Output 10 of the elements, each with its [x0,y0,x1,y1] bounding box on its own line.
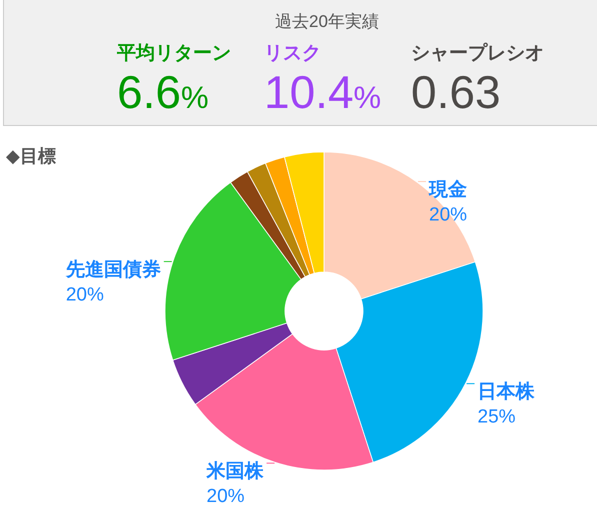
data-label: 20% [206,486,245,508]
slice-label: 日本株 [478,380,536,403]
slice-label: 先進国債券 [64,258,161,281]
slice-label: 現金 [428,180,468,201]
data-label: 20% [66,284,104,306]
data-label: 25% [478,406,516,428]
text: 過去20年実績 [275,12,379,31]
chart-title: ◆目標 [6,146,56,166]
data-label: 20% [429,204,468,226]
slice-label: 米国株 [206,460,265,482]
